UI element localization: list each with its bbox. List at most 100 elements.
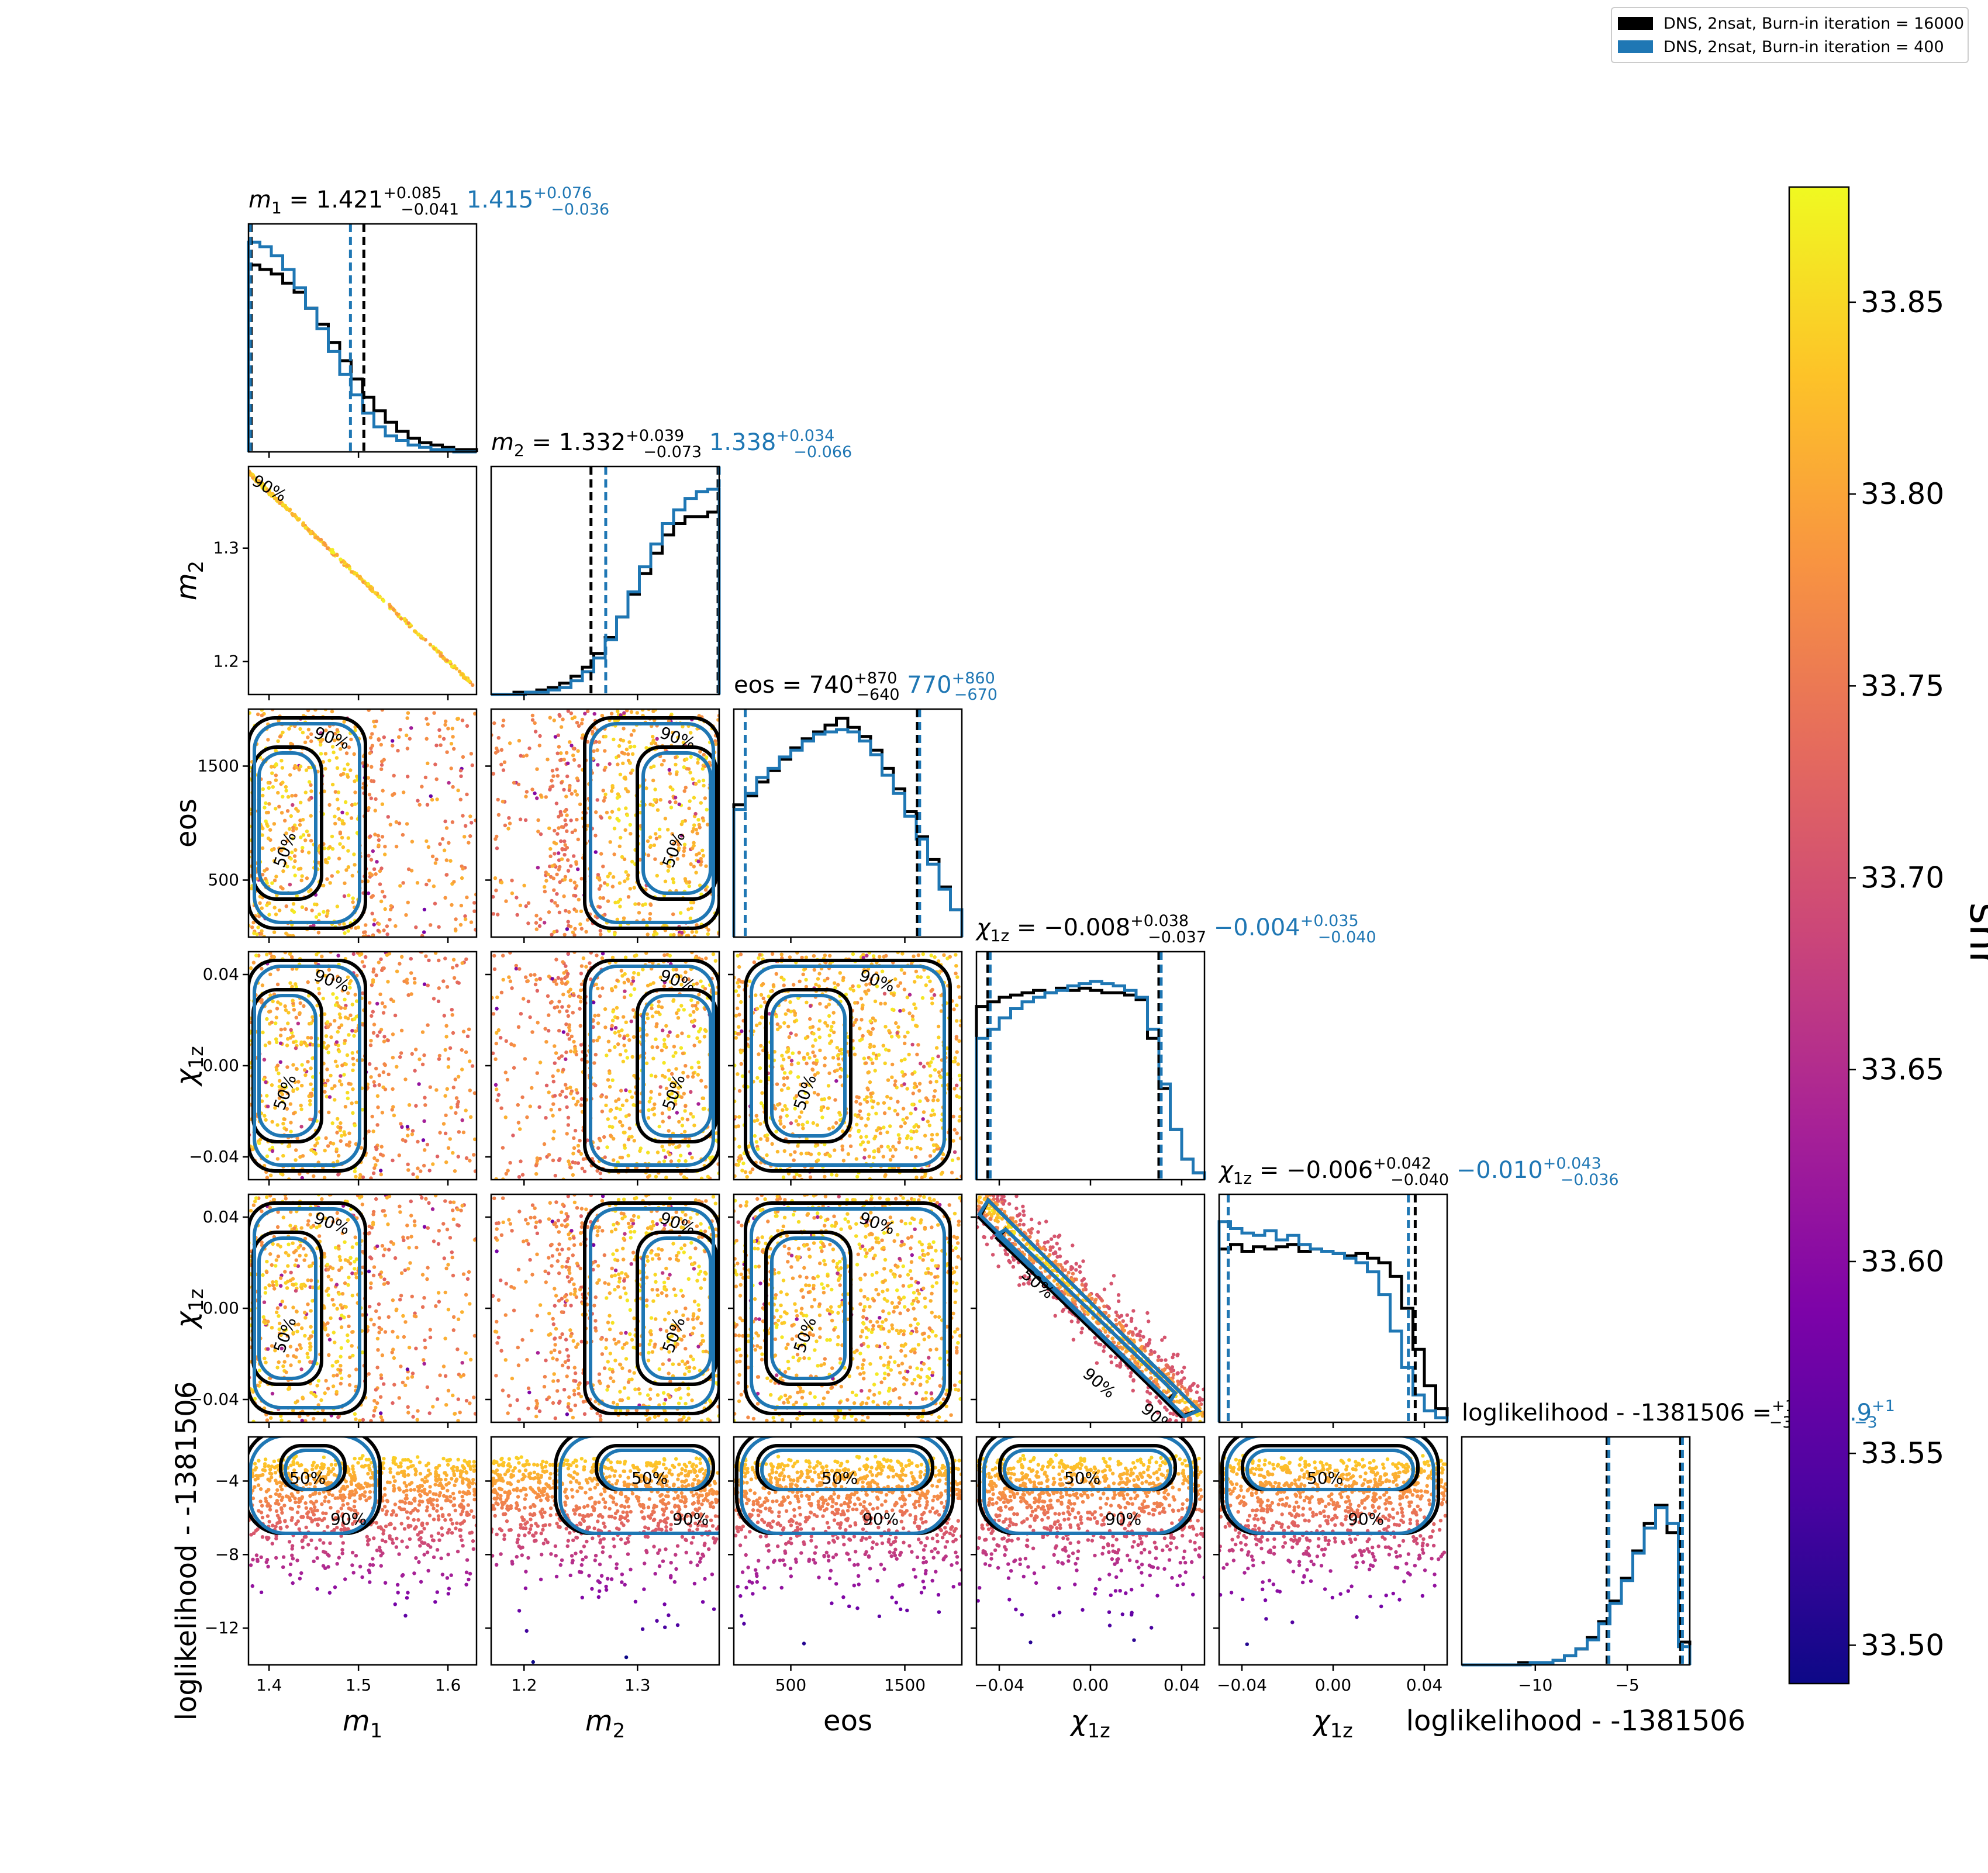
scatter-point: [630, 1135, 633, 1138]
scatter-point: [782, 1021, 786, 1025]
scatter-point: [379, 1275, 382, 1278]
scatter-point: [658, 1093, 661, 1096]
scatter-point: [388, 918, 391, 921]
scatter-point: [371, 894, 375, 897]
scatter-point: [697, 779, 700, 783]
scatter-point: [336, 1065, 339, 1068]
scatter-point: [465, 1156, 468, 1160]
scatter-point: [912, 1125, 916, 1128]
scatter-point: [382, 1035, 386, 1038]
scatter-point: [263, 1114, 266, 1118]
scatter-point: [306, 1219, 310, 1223]
scatter-point: [567, 910, 571, 914]
scatter-point: [455, 1347, 459, 1351]
scatter-point: [270, 848, 274, 852]
scatter-point: [508, 1161, 512, 1164]
scatter-point: [627, 979, 630, 983]
scatter-point: [612, 1158, 615, 1162]
scatter-point: [572, 1097, 575, 1100]
scatter-point: [519, 1012, 523, 1015]
scatter-point: [664, 1024, 668, 1028]
scatter-point: [522, 884, 526, 887]
scatter-point: [559, 839, 562, 843]
scatter-point: [626, 752, 630, 756]
scatter-point: [424, 839, 428, 843]
scatter-point: [620, 751, 624, 754]
scatter-point: [702, 854, 705, 858]
scatter-point: [689, 755, 693, 759]
scatter-point: [538, 924, 541, 928]
scatter-point: [429, 794, 433, 798]
scatter-point: [271, 785, 275, 789]
scatter-point: [503, 824, 507, 827]
scatter-point: [951, 1139, 955, 1142]
scatter-point: [682, 1008, 686, 1011]
scatter-point: [623, 981, 626, 984]
scatter-point: [605, 811, 609, 814]
scatter-point: [461, 867, 464, 870]
scatter-point: [955, 1050, 959, 1054]
scatter-point: [347, 1325, 350, 1328]
scatter-point: [335, 553, 339, 557]
scatter-point: [793, 1020, 796, 1023]
scatter-point: [287, 1145, 290, 1148]
scatter-point: [581, 718, 584, 721]
scatter-point: [565, 1010, 568, 1013]
scatter-point: [306, 1302, 309, 1306]
scatter-point: [596, 763, 599, 766]
scatter-point: [468, 834, 472, 838]
scatter-point: [346, 775, 350, 779]
scatter-point: [396, 749, 399, 752]
scatter-point: [354, 1367, 358, 1371]
scatter-point: [345, 1143, 348, 1146]
scatter-point: [536, 1021, 540, 1024]
scatter-point: [624, 870, 628, 873]
scatter-point: [751, 1167, 754, 1171]
scatter-point: [548, 788, 551, 792]
scatter-point: [336, 904, 339, 908]
scatter-point: [802, 973, 805, 976]
scatter-point: [564, 1095, 568, 1098]
scatter-point: [512, 1066, 516, 1070]
scatter-point: [633, 902, 637, 906]
scatter-point: [494, 751, 498, 755]
scatter-point: [327, 1275, 330, 1278]
scatter-point: [787, 1056, 791, 1059]
scatter-point: [340, 1377, 343, 1380]
scatter-point: [781, 1067, 784, 1070]
scatter-point: [648, 1100, 651, 1103]
scatter-point: [269, 1416, 272, 1420]
scatter-point: [632, 729, 636, 732]
scatter-point: [395, 611, 398, 615]
scatter-point: [281, 731, 284, 734]
scatter-point: [531, 714, 534, 717]
scatter-point: [351, 1087, 354, 1091]
scatter-point: [395, 970, 399, 973]
scatter-point: [630, 769, 634, 772]
scatter-point: [329, 1035, 333, 1039]
scatter-point: [573, 880, 577, 884]
scatter-point: [406, 1168, 410, 1172]
scatter-point: [626, 1034, 629, 1037]
scatter-point: [692, 844, 696, 847]
scatter-point: [921, 996, 924, 1000]
scatter-point: [292, 1283, 295, 1287]
scatter-point: [928, 980, 931, 983]
scatter-point: [375, 1245, 379, 1248]
scatter-point: [942, 953, 945, 957]
scatter-point: [315, 535, 318, 539]
contour-label: 50%: [270, 1072, 300, 1113]
scatter-point: [377, 922, 381, 926]
scatter-point: [692, 1010, 695, 1014]
scatter-point: [265, 1176, 269, 1179]
scatter-point: [631, 752, 634, 756]
scatter-point: [501, 1146, 505, 1149]
scatter-point: [299, 867, 302, 870]
scatter-point: [300, 1226, 303, 1229]
scatter-point: [593, 712, 596, 716]
scatter-point: [820, 1115, 824, 1119]
scatter-point: [760, 993, 763, 997]
scatter-point: [617, 744, 621, 748]
scatter-point: [429, 643, 432, 647]
scatter-point: [681, 1052, 685, 1055]
